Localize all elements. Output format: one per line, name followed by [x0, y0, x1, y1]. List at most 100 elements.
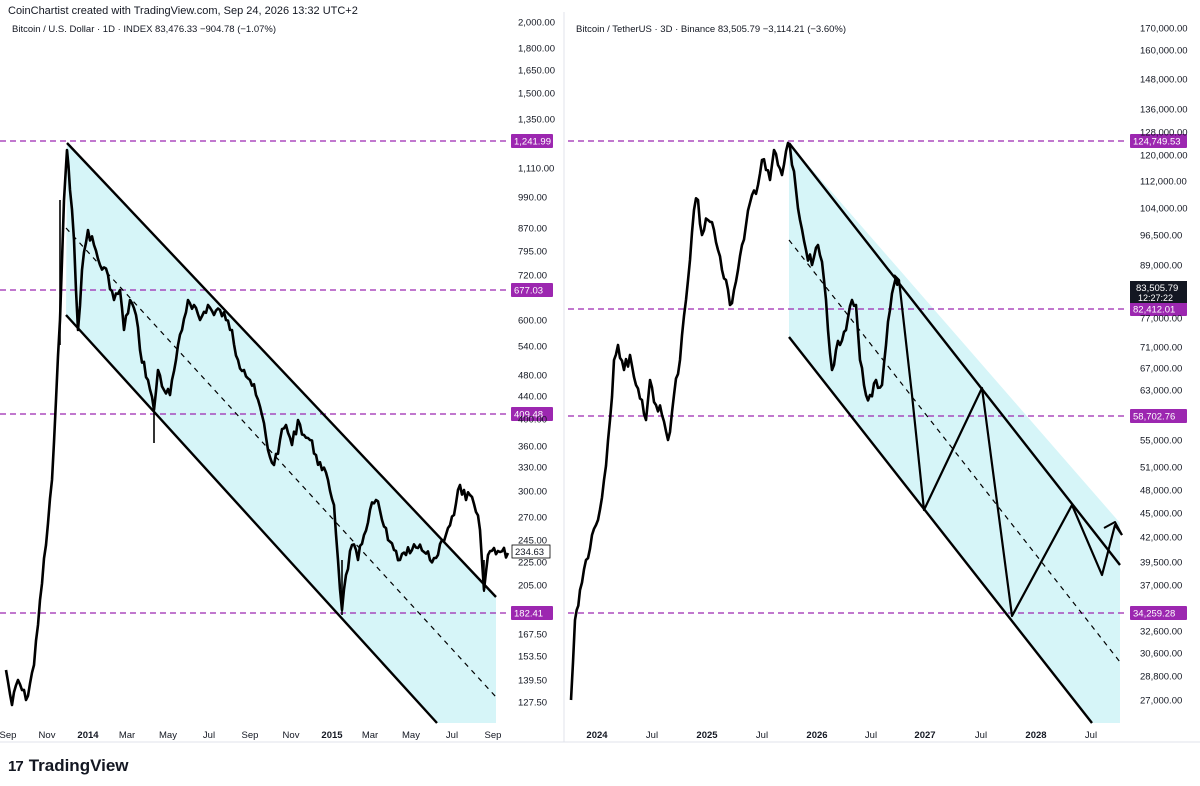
left-x-tick-label: Sep [242, 730, 259, 741]
right-y-tick-label: 45,000.00 [1140, 509, 1182, 520]
right-projected-path-tail [1103, 521, 1123, 536]
right-projected-path [893, 274, 1123, 618]
left-x-tick-label: 2015 [321, 730, 343, 741]
left-level-label: 182.41 [514, 609, 543, 620]
left-channel-midline [65, 227, 497, 698]
left-x-tick-label: Sep [0, 730, 16, 741]
left-y-tick-label: 360.00 [518, 442, 547, 453]
left-level-label-bg [511, 606, 553, 620]
right-level-label-bg [1130, 409, 1187, 423]
right-level-label: 82,412.01 [1133, 305, 1175, 316]
left-y-tick-label: 1,500.00 [518, 89, 555, 100]
right-channel-fill [789, 143, 1120, 723]
left-y-tick-label: 153.50 [518, 652, 547, 663]
left-x-tick-label: 2014 [77, 730, 99, 741]
right-y-tick-label: 120,000.00 [1140, 151, 1188, 162]
left-x-tick-label: Sep [485, 730, 502, 741]
left-channel-lower-line [65, 314, 438, 724]
left-y-tick-label: 870.00 [518, 224, 547, 235]
right-x-tick-label: 2028 [1025, 730, 1046, 741]
left-x-tick-label: Jul [446, 730, 458, 741]
right-current-price-tag-bg [1130, 281, 1187, 303]
left-y-tick-label: 600.00 [518, 316, 547, 327]
left-y-tick-label: 720.00 [518, 271, 547, 282]
right-y-tick-label: 77,000.00 [1140, 314, 1182, 325]
left-y-tick-label: 1,650.00 [518, 66, 555, 77]
left-y-tick-label: 139.50 [518, 676, 547, 687]
left-y-tick-label: 205.00 [518, 581, 547, 592]
left-y-tick-label: 480.00 [518, 371, 547, 382]
right-x-tick-label: Jul [865, 730, 877, 741]
right-x-tick-label: 2024 [586, 730, 608, 741]
right-y-tick-label: 28,800.00 [1140, 672, 1182, 683]
left-level-label: 677.03 [514, 286, 543, 297]
left-level-label-bg [511, 407, 553, 421]
left-current-price-tag: 234.63 [515, 547, 544, 558]
right-y-tick-label: 39,500.00 [1140, 558, 1182, 569]
right-level-label: 34,259.28 [1133, 609, 1175, 620]
left-level-label: 1,241.99 [514, 137, 551, 148]
left-level-label-bg [511, 283, 553, 297]
left-y-tick-label: 225.00 [518, 558, 547, 569]
right-level-label-bg [1130, 606, 1187, 620]
right-y-tick-label: 128,000.00 [1140, 128, 1188, 139]
left-y-tick-label: 167.50 [518, 630, 547, 641]
right-x-tick-label: 2026 [806, 730, 827, 741]
right-btc-usdt-price-line [569, 141, 901, 701]
left-x-tick-label: May [402, 730, 420, 741]
right-x-tick-label: Jul [1085, 730, 1097, 741]
tradingview-logo[interactable]: 17 TradingView [8, 756, 129, 776]
right-y-tick-label: 63,000.00 [1140, 386, 1182, 397]
left-y-tick-label: 270.00 [518, 513, 547, 524]
right-level-label-bg [1130, 302, 1187, 316]
left-x-tick-label: Mar [119, 730, 135, 741]
right-level-label: 58,702.76 [1133, 412, 1175, 423]
left-y-tick-label: 300.00 [518, 487, 547, 498]
right-y-tick-label: 89,000.00 [1140, 261, 1182, 272]
left-x-tick-label: Nov [39, 730, 56, 741]
left-x-tick-label: Mar [362, 730, 378, 741]
tradingview-logo-icon: 17 [8, 757, 24, 775]
left-y-tick-label: 540.00 [518, 342, 547, 353]
right-y-tick-label: 48,000.00 [1140, 486, 1182, 497]
right-x-tick-label: Jul [975, 730, 987, 741]
tradingview-logo-text: TradingView [28, 756, 129, 775]
left-level-label-bg [511, 134, 553, 148]
left-y-tick-label: 127.50 [518, 698, 547, 709]
right-y-tick-label: 37,000.00 [1140, 581, 1182, 592]
right-y-tick-label: 30,600.00 [1140, 649, 1182, 660]
left-y-tick-label: 1,350.00 [518, 115, 555, 126]
right-level-label: 124,749.53 [1133, 137, 1181, 148]
left-y-tick-label: 330.00 [518, 463, 547, 474]
right-y-tick-label: 148,000.00 [1140, 75, 1188, 86]
right-x-tick-label: 2027 [914, 730, 935, 741]
right-y-tick-label: 112,000.00 [1140, 177, 1187, 188]
left-y-tick-label: 245.00 [518, 536, 547, 547]
right-x-tick-label: Jul [646, 730, 658, 741]
left-x-tick-label: May [159, 730, 177, 741]
left-y-tick-label: 400.00 [518, 415, 547, 426]
left-btc-usd-price-line [4, 148, 510, 707]
left-chart-symbol-title: Bitcoin / U.S. Dollar · 1D · INDEX 83,47… [12, 24, 277, 35]
left-y-tick-label: 1,800.00 [518, 44, 555, 55]
right-y-tick-label: 55,000.00 [1140, 436, 1182, 447]
right-chart-symbol-title: Bitcoin / TetherUS · 3D · Binance 83,505… [576, 24, 847, 35]
right-y-tick-label: 42,000.00 [1140, 533, 1182, 544]
left-x-tick-label: Jul [203, 730, 215, 741]
right-x-tick-label: Jul [756, 730, 768, 741]
right-channel-upper-line [788, 142, 1121, 566]
left-current-price-tag-bg [511, 544, 551, 559]
right-y-tick-label: 170,000.00 [1140, 24, 1188, 35]
left-level-label: 409.48 [514, 410, 543, 421]
right-bar-countdown: 12:27:22 [1138, 293, 1173, 303]
right-y-tick-label: 71,000.00 [1140, 343, 1182, 354]
right-y-tick-label: 32,600.00 [1140, 627, 1182, 638]
right-current-price-tag: 83,505.79 [1136, 283, 1178, 294]
right-y-tick-label: 104,000.00 [1140, 204, 1188, 215]
chart-credit-header: CoinChartist created with TradingView.co… [8, 5, 358, 17]
right-y-tick-label: 136,000.00 [1140, 105, 1188, 116]
right-x-tick-label: 2025 [696, 730, 718, 741]
right-y-tick-label: 27,000.00 [1140, 696, 1182, 707]
right-channel-lower-line [788, 336, 1093, 724]
